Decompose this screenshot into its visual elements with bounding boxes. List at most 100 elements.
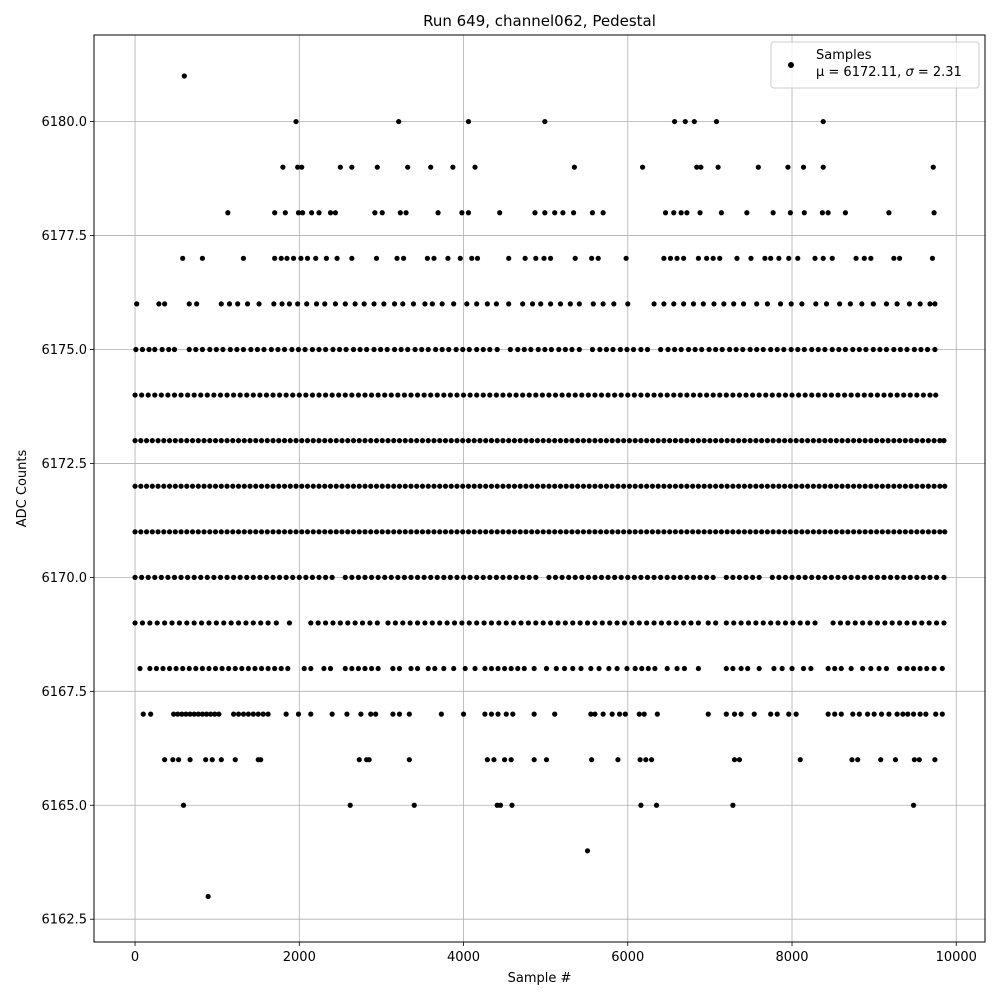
data-point [743, 574, 749, 580]
data-point [710, 392, 716, 398]
data-point [672, 438, 679, 444]
data-point [428, 392, 434, 398]
data-point [747, 346, 753, 353]
data-point [753, 620, 759, 626]
data-point [396, 529, 403, 535]
data-point [919, 620, 925, 626]
data-point [917, 711, 923, 717]
data-point [310, 483, 316, 489]
data-point [723, 392, 729, 398]
data-point [149, 529, 155, 535]
data-point [805, 529, 811, 535]
data-point [342, 574, 348, 580]
data-point [579, 574, 585, 580]
data-point [754, 301, 760, 307]
data-point [839, 529, 845, 535]
data-point [678, 529, 684, 535]
data-point [469, 255, 475, 261]
data-point [631, 574, 637, 580]
data-point [644, 392, 651, 398]
data-point [918, 346, 924, 353]
data-point [904, 346, 910, 353]
data-point [905, 711, 911, 717]
data-point [598, 529, 604, 535]
data-point [304, 301, 310, 307]
data-point [731, 620, 737, 626]
data-point [465, 483, 472, 489]
data-point [832, 665, 838, 672]
data-point [833, 438, 839, 444]
data-point [199, 255, 205, 261]
data-point [441, 392, 447, 398]
data-point [343, 346, 349, 353]
data-point [638, 574, 644, 580]
y-tick-label: 6162.5 [42, 913, 88, 928]
data-point [525, 620, 532, 626]
data-point [425, 529, 431, 535]
data-point [723, 665, 729, 672]
data-point [652, 665, 658, 672]
data-point [273, 620, 279, 626]
data-point [218, 438, 224, 444]
data-point [775, 620, 781, 626]
data-point [310, 438, 316, 444]
data-point [733, 346, 739, 353]
data-point [533, 620, 539, 626]
data-point [438, 711, 444, 717]
data-point [856, 529, 862, 535]
data-point [862, 438, 868, 444]
data-point [580, 529, 587, 535]
data-point [793, 529, 799, 535]
data-point [933, 392, 939, 398]
data-point [718, 529, 724, 535]
data-point [600, 711, 606, 717]
data-point [611, 301, 617, 307]
data-point [160, 665, 166, 672]
data-point [886, 210, 892, 216]
data-point [337, 620, 343, 626]
data-point [867, 620, 873, 626]
data-point [256, 301, 262, 307]
data-point [802, 574, 808, 580]
data-point [661, 529, 667, 535]
data-point [501, 665, 508, 672]
data-point [428, 574, 434, 580]
data-point [707, 483, 713, 489]
data-point [586, 438, 592, 444]
data-point [394, 255, 400, 261]
data-point [213, 346, 219, 353]
data-point [718, 210, 724, 216]
data-point [263, 574, 270, 580]
data-point [851, 483, 857, 489]
data-point [677, 574, 683, 580]
data-point [448, 438, 454, 444]
data-point [849, 757, 855, 763]
data-point [400, 301, 406, 307]
data-point [810, 483, 816, 489]
data-point [391, 483, 397, 489]
data-point [598, 438, 604, 444]
data-point [161, 438, 167, 444]
data-point [199, 711, 205, 717]
data-point [707, 529, 713, 535]
data-point [856, 483, 862, 489]
data-point [227, 346, 233, 353]
data-point [207, 438, 213, 444]
data-point [373, 255, 380, 261]
data-point [625, 301, 631, 307]
data-point [674, 665, 680, 672]
data-point [186, 301, 192, 307]
data-point [879, 438, 885, 444]
data-point [257, 574, 263, 580]
data-point [770, 483, 776, 489]
data-point [350, 529, 357, 535]
data-point [268, 346, 274, 353]
data-point [770, 438, 776, 444]
data-point [750, 392, 756, 398]
data-point [245, 665, 251, 672]
data-point [283, 392, 289, 398]
data-point [234, 346, 240, 353]
data-point [198, 620, 205, 626]
data-point [606, 665, 612, 672]
data-point [868, 665, 874, 672]
